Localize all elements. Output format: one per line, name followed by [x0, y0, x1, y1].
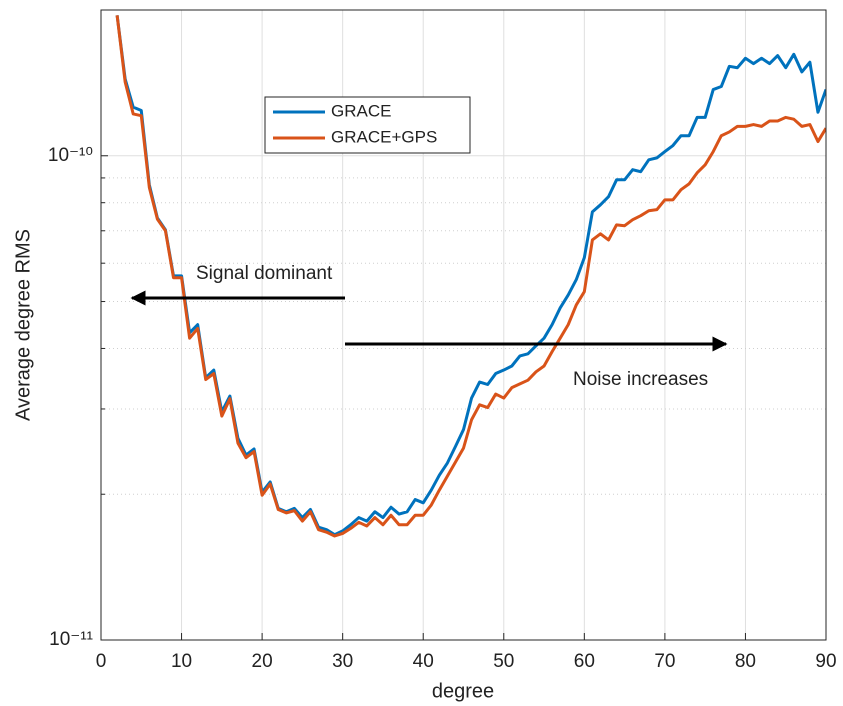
x-tick-label: 70: [654, 651, 675, 672]
x-tick-label: 50: [493, 651, 514, 672]
legend-box: [264, 96, 471, 154]
x-tick-label: 30: [332, 651, 353, 672]
x-tick-label: 80: [735, 651, 756, 672]
lines: [115, 15, 826, 538]
x-tick-label: 60: [574, 651, 595, 672]
legend: GRACE GRACE+GPS: [264, 96, 471, 154]
annotation: Noise increases: [573, 369, 708, 390]
y-axis-label: Average degree RMS: [12, 229, 34, 421]
x-tick-label: 0: [96, 651, 107, 672]
legend-label: GRACE: [331, 101, 391, 120]
annotation: Signal dominant: [196, 263, 333, 284]
x-tick-label: 20: [252, 651, 273, 672]
axes-box: [100, 9, 827, 641]
x-tick-label: 90: [815, 651, 836, 672]
legend-label: GRACE+GPS: [331, 127, 437, 146]
x-axis-label: degree: [432, 680, 494, 702]
x-tick-label: 10: [171, 651, 192, 672]
x-tick-label: 40: [413, 651, 434, 672]
y-tick-label: 10⁻¹⁰: [48, 145, 93, 166]
series-line: [115, 15, 826, 538]
y-tick-label: 10⁻¹¹: [49, 629, 93, 650]
